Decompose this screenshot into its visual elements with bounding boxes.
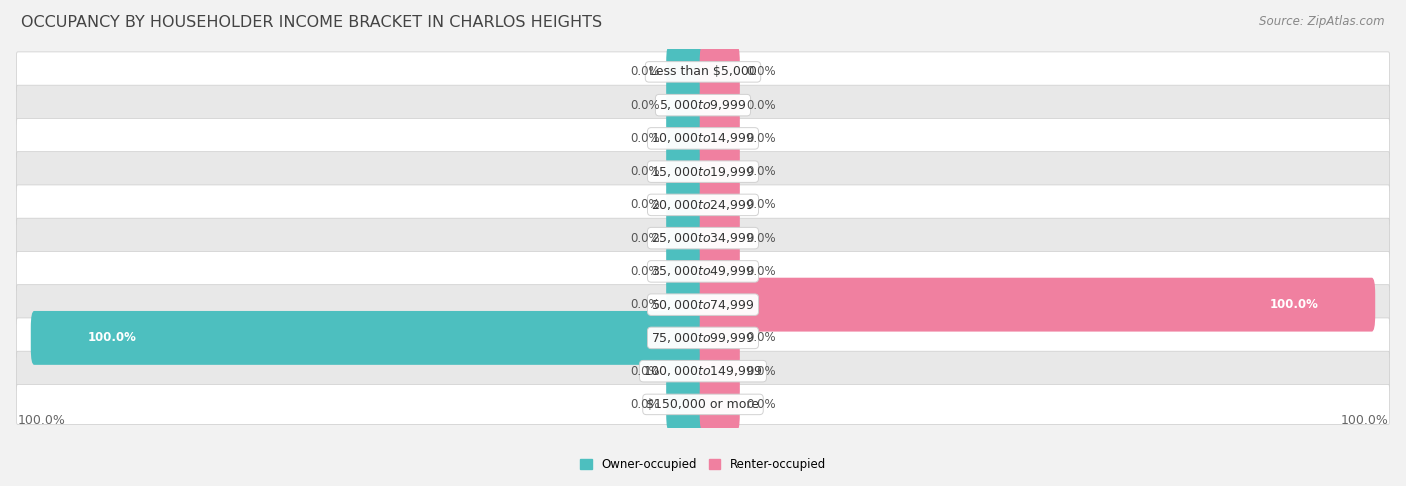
Text: 0.0%: 0.0%	[747, 398, 776, 411]
Text: Less than $5,000: Less than $5,000	[650, 66, 756, 78]
FancyBboxPatch shape	[17, 351, 1389, 391]
Legend: Owner-occupied, Renter-occupied: Owner-occupied, Renter-occupied	[579, 458, 827, 471]
FancyBboxPatch shape	[17, 52, 1389, 92]
FancyBboxPatch shape	[666, 78, 706, 132]
Text: 0.0%: 0.0%	[630, 298, 659, 311]
Text: 0.0%: 0.0%	[747, 331, 776, 345]
Text: 100.0%: 100.0%	[1270, 298, 1319, 311]
Text: 0.0%: 0.0%	[747, 165, 776, 178]
FancyBboxPatch shape	[17, 85, 1389, 125]
FancyBboxPatch shape	[666, 244, 706, 298]
FancyBboxPatch shape	[17, 185, 1389, 225]
Text: 0.0%: 0.0%	[630, 198, 659, 211]
Text: 100.0%: 100.0%	[17, 414, 65, 427]
Text: $50,000 to $74,999: $50,000 to $74,999	[651, 297, 755, 312]
Text: 0.0%: 0.0%	[747, 198, 776, 211]
FancyBboxPatch shape	[17, 152, 1389, 191]
Text: $35,000 to $49,999: $35,000 to $49,999	[651, 264, 755, 278]
FancyBboxPatch shape	[17, 285, 1389, 325]
Text: Source: ZipAtlas.com: Source: ZipAtlas.com	[1260, 15, 1385, 28]
Text: 0.0%: 0.0%	[747, 66, 776, 78]
Text: 0.0%: 0.0%	[747, 232, 776, 244]
Text: $75,000 to $99,999: $75,000 to $99,999	[651, 331, 755, 345]
FancyBboxPatch shape	[700, 211, 740, 265]
FancyBboxPatch shape	[666, 344, 706, 398]
Text: 0.0%: 0.0%	[747, 99, 776, 112]
FancyBboxPatch shape	[700, 178, 740, 232]
FancyBboxPatch shape	[666, 278, 706, 331]
FancyBboxPatch shape	[700, 278, 1375, 331]
Text: 100.0%: 100.0%	[87, 331, 136, 345]
FancyBboxPatch shape	[666, 145, 706, 199]
Text: $20,000 to $24,999: $20,000 to $24,999	[651, 198, 755, 212]
Text: 0.0%: 0.0%	[630, 232, 659, 244]
Text: $25,000 to $34,999: $25,000 to $34,999	[651, 231, 755, 245]
Text: 0.0%: 0.0%	[630, 66, 659, 78]
Text: 0.0%: 0.0%	[747, 364, 776, 378]
FancyBboxPatch shape	[17, 318, 1389, 358]
FancyBboxPatch shape	[700, 111, 740, 165]
Text: $100,000 to $149,999: $100,000 to $149,999	[644, 364, 762, 378]
Text: $15,000 to $19,999: $15,000 to $19,999	[651, 165, 755, 179]
FancyBboxPatch shape	[700, 45, 740, 99]
Text: $10,000 to $14,999: $10,000 to $14,999	[651, 131, 755, 145]
FancyBboxPatch shape	[700, 244, 740, 298]
FancyBboxPatch shape	[700, 145, 740, 199]
FancyBboxPatch shape	[17, 251, 1389, 291]
Text: 0.0%: 0.0%	[630, 132, 659, 145]
Text: OCCUPANCY BY HOUSEHOLDER INCOME BRACKET IN CHARLOS HEIGHTS: OCCUPANCY BY HOUSEHOLDER INCOME BRACKET …	[21, 15, 602, 30]
FancyBboxPatch shape	[666, 45, 706, 99]
Text: 0.0%: 0.0%	[630, 265, 659, 278]
FancyBboxPatch shape	[666, 378, 706, 432]
Text: 0.0%: 0.0%	[747, 265, 776, 278]
Text: 0.0%: 0.0%	[630, 364, 659, 378]
Text: 0.0%: 0.0%	[630, 165, 659, 178]
FancyBboxPatch shape	[666, 178, 706, 232]
FancyBboxPatch shape	[700, 78, 740, 132]
FancyBboxPatch shape	[17, 218, 1389, 258]
Text: $5,000 to $9,999: $5,000 to $9,999	[659, 98, 747, 112]
Text: $150,000 or more: $150,000 or more	[647, 398, 759, 411]
FancyBboxPatch shape	[31, 311, 706, 365]
FancyBboxPatch shape	[700, 378, 740, 432]
Text: 0.0%: 0.0%	[630, 99, 659, 112]
FancyBboxPatch shape	[700, 311, 740, 365]
FancyBboxPatch shape	[700, 344, 740, 398]
FancyBboxPatch shape	[666, 111, 706, 165]
FancyBboxPatch shape	[666, 211, 706, 265]
Text: 0.0%: 0.0%	[747, 132, 776, 145]
Text: 100.0%: 100.0%	[1341, 414, 1389, 427]
FancyBboxPatch shape	[17, 119, 1389, 158]
FancyBboxPatch shape	[17, 384, 1389, 424]
Text: 0.0%: 0.0%	[630, 398, 659, 411]
